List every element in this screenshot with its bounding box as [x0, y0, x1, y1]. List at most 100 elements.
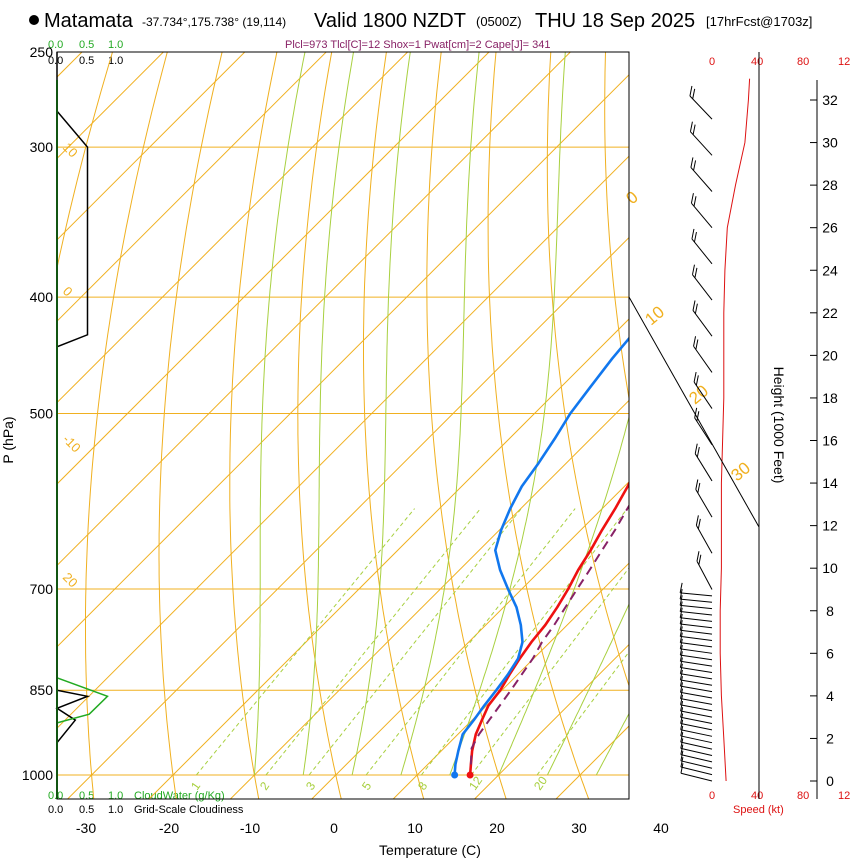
height-tick-label: 22 [822, 305, 838, 321]
height-tick-label: 0 [826, 773, 834, 789]
isotherm-line [57, 52, 327, 322]
x-tick-label: -20 [159, 820, 179, 836]
height-tick-label: 28 [822, 177, 838, 193]
wind-barb [680, 750, 713, 769]
wind-barb [679, 663, 713, 680]
skew-boundary-line [628, 296, 760, 528]
wind-barb [679, 676, 713, 693]
wind-barb-staff [694, 417, 713, 446]
x-tick-label: 30 [571, 820, 587, 836]
svg-text:0.0: 0.0 [48, 790, 63, 802]
dry-adiabat-line [229, 52, 278, 799]
dry-adiabat-line [85, 52, 168, 799]
wind-barb [689, 121, 713, 156]
wind-barb-feather [693, 336, 697, 347]
wind-barb-staff [680, 729, 713, 737]
wind-barb-staff [691, 238, 713, 265]
wind-barb-staff [692, 310, 713, 337]
wind-barb-staff [680, 760, 713, 769]
svg-text:1.0: 1.0 [108, 55, 123, 67]
isotherm-line [612, 31, 850, 825]
wind-barb-feather [695, 479, 699, 490]
dry-adiabat-label: 30 [727, 458, 754, 485]
isotherm-label: 20 [60, 570, 81, 591]
wind-barb-feather [680, 688, 684, 699]
wind-barb [679, 595, 713, 610]
wind-barb-feather [690, 157, 694, 168]
wind-barb-staff [693, 345, 713, 373]
svg-text:0.5: 0.5 [79, 55, 94, 67]
wind-barb-staff [680, 667, 713, 673]
mixing-ratio-label: 20 [531, 773, 550, 792]
wind-barb-staff [696, 560, 713, 590]
wind-barb [693, 336, 713, 373]
wind-barb-staff [680, 623, 713, 629]
svg-text:40: 40 [751, 790, 763, 802]
wind-barb-feather [694, 267, 698, 278]
svg-text:1.0: 1.0 [108, 804, 123, 816]
cloudiness-label: Grid-Scale Cloudiness [134, 804, 244, 816]
wind-barb-feather [691, 228, 695, 240]
wind-barb [680, 700, 713, 718]
wind-barb-feather [695, 515, 699, 526]
wind-barb-feather [680, 682, 683, 693]
wind-barb [680, 756, 713, 776]
wind-barb-staff [680, 592, 713, 597]
wind-barb-feather [697, 518, 701, 529]
wind-barb-staff [680, 685, 713, 693]
moist-adiabat-line [498, 415, 629, 776]
pressure-tick-label: 400 [30, 289, 54, 305]
svg-text:80: 80 [797, 790, 809, 802]
station-marker-icon [29, 15, 39, 25]
dry-adiabat-label: 0 [622, 187, 641, 208]
wind-barb [679, 582, 713, 597]
dry-adiabat-line [546, 52, 629, 688]
height-tick-label: 26 [822, 220, 838, 236]
pressure-tick-label: 250 [30, 44, 54, 60]
wind-barb-feather [691, 264, 695, 275]
wind-barb-staff [680, 691, 713, 699]
wind-barb-staff [680, 754, 713, 763]
wind-barb-feather [692, 300, 696, 311]
wind-barb-staff [680, 698, 713, 705]
wind-barb-staff [680, 716, 713, 725]
height-tick-label: 14 [822, 475, 838, 491]
wind-barb-feather [679, 669, 683, 681]
surface-dewpoint-point [451, 771, 459, 779]
wind-barb-feather [680, 732, 684, 743]
wind-barb-feather [695, 375, 699, 386]
wind-speed-profile [719, 78, 751, 782]
wind-barb-feather [679, 595, 683, 606]
wind-barb [691, 228, 713, 265]
wind-barb-feather [679, 676, 683, 687]
wind-barb [679, 589, 713, 603]
wind-barb [679, 601, 713, 616]
x-tick-label: 10 [407, 820, 423, 836]
wind-barb [690, 157, 713, 192]
cloud-water-label: CloudWater (g/Kg) [134, 790, 225, 802]
svg-text:1.0: 1.0 [108, 790, 123, 802]
svg-text:0.0: 0.0 [48, 55, 63, 67]
x-tick-label: 40 [653, 820, 669, 836]
dry-adiabat-line [158, 52, 223, 799]
wind-barb [680, 725, 713, 744]
wind-barb-staff [680, 642, 713, 648]
speed-scale-bottom: 0 40 80 12 Speed (kt) [709, 790, 850, 816]
wind-barb [680, 744, 713, 763]
wind-barb [680, 707, 713, 725]
isotherm-line [57, 52, 409, 404]
height-axis-title: Height (1000 Feet) [771, 367, 787, 484]
mixing-ratio-line [195, 508, 415, 776]
wind-barb-feather [698, 554, 702, 565]
x-tick-label: -10 [240, 820, 260, 836]
dry-adiabat-line [426, 52, 507, 799]
isotherm-label: 10 [60, 140, 81, 161]
wind-barb [694, 407, 713, 446]
dry-adiabat-line [363, 52, 425, 799]
isotherm-line [66, 236, 629, 799]
moist-adiabat-line [351, 52, 411, 776]
wind-barbs [679, 85, 713, 782]
mixing-ratio-line [265, 508, 481, 776]
wind-barb-feather [692, 124, 696, 135]
